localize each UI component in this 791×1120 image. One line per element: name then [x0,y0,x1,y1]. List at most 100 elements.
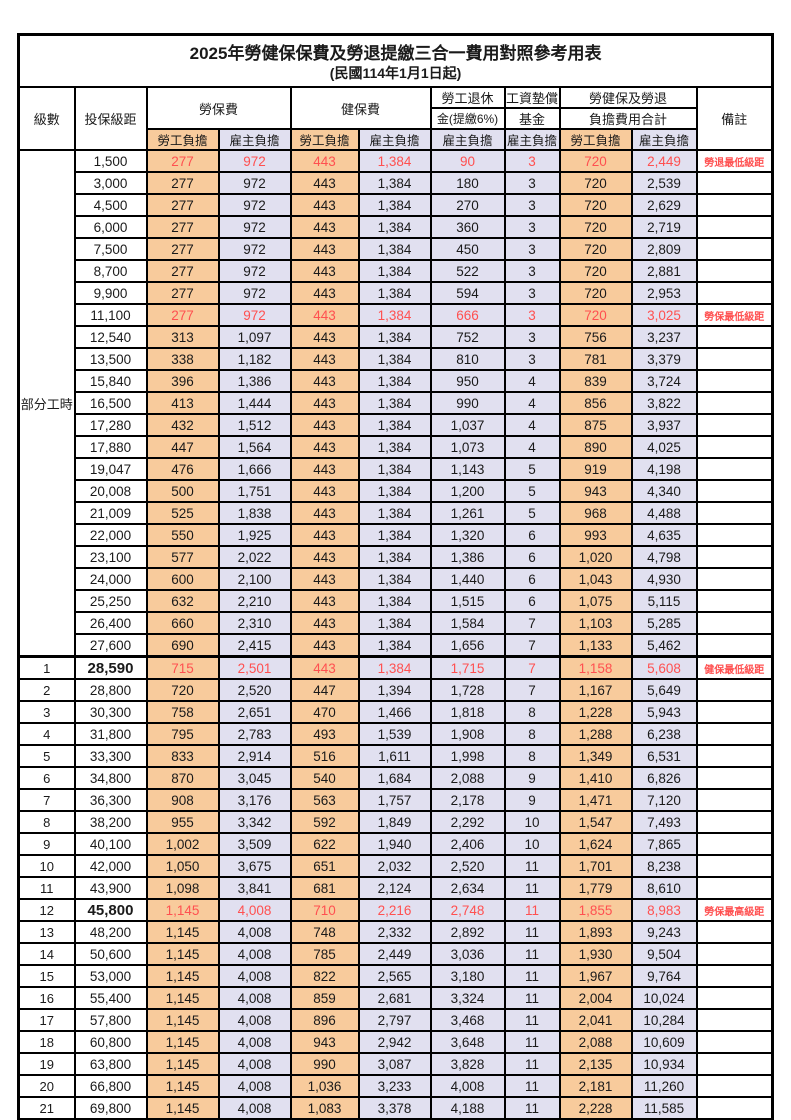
remark-cell [695,193,774,217]
remark-cell [695,479,774,503]
remark-cell [695,986,774,1010]
total-employee-cell: 1,967 [558,964,633,988]
health-employer-cell: 1,384 [357,215,432,239]
bracket-cell: 38,200 [73,810,148,834]
health-employee-cell: 443 [289,193,360,217]
table-row: 6,000 277 972 443 1,384 360 3 720 2,719 [19,215,774,239]
fund-employer-cell: 11 [503,876,561,900]
total-employer-cell: 4,340 [630,479,698,503]
health-employee-cell: 493 [289,722,360,746]
pension-employer-cell: 2,520 [429,854,506,878]
bracket-cell: 22,000 [73,523,148,547]
total-employer-cell: 3,937 [630,413,698,437]
labor-employee-cell: 1,002 [145,832,220,856]
fund-employer-cell: 6 [503,545,561,569]
labor-employee-cell: 550 [145,523,220,547]
bracket-cell: 13,500 [73,347,148,371]
table-row: 19 63,800 1,145 4,008 990 3,087 3,828 11 2,135 10… [17,1052,774,1076]
pension-employer-cell: 1,386 [429,545,506,569]
table-row: 20 66,800 1,145 4,008 1,036 3,233 4,008 11 2,181… [17,1074,774,1098]
labor-employee-cell: 525 [145,501,220,525]
fund-employer-cell: 3 [503,281,561,305]
health-employee-cell: 443 [289,347,360,371]
table-row: 11,100 277 972 443 1,384 666 3 720 3,025 勞保最低級距 [19,303,774,327]
header-row-3: 勞工負擔 雇主負擔 勞工負擔 雇主負擔 雇主負擔 雇主負擔 勞工負擔 雇主負擔 [19,128,773,151]
health-employer-cell: 2,942 [357,1030,432,1054]
total-employer-cell: 6,531 [630,744,698,768]
total-employer-cell: 3,724 [630,369,698,393]
remark-cell [695,964,774,988]
remark-cell: 健保最低級距 [695,655,774,680]
bracket-cell: 57,800 [73,1008,148,1032]
fund-employer-cell: 5 [503,479,561,503]
total-employee-cell: 1,043 [558,567,633,591]
bracket-cell: 53,000 [73,964,148,988]
level-cell: 10 [17,854,76,878]
fund-employer-cell: 3 [503,193,561,217]
labor-employee-cell: 600 [145,567,220,591]
bracket-cell: 1,500 [73,149,148,173]
total-employer-cell: 10,284 [630,1008,698,1032]
header-pension-employer-share: 雇主負擔 [429,128,506,151]
total-employee-cell: 781 [558,347,633,371]
labor-employer-cell: 2,914 [217,744,292,768]
health-employer-cell: 2,332 [357,920,432,944]
header-total-line2: 負擔費用合計 [558,107,698,130]
health-employer-cell: 1,384 [357,633,432,658]
health-employer-cell: 1,384 [357,501,432,525]
labor-employer-cell: 4,008 [217,942,292,966]
total-employer-cell: 9,504 [630,942,698,966]
remark-cell: 勞保最高級距 [695,898,774,922]
total-employer-cell: 5,649 [630,678,698,702]
table-row: 14 50,600 1,145 4,008 785 2,449 3,036 11 1,930 9,… [17,942,774,966]
bracket-cell: 40,100 [73,832,148,856]
header-pension-line1: 勞工退休 [429,86,506,109]
pension-employer-cell: 270 [429,193,506,217]
pension-employer-cell: 4,008 [429,1074,506,1098]
pension-employer-cell: 990 [429,391,506,415]
bracket-cell: 3,000 [73,171,148,195]
labor-employee-cell: 277 [145,237,220,261]
fund-employer-cell: 4 [503,369,561,393]
labor-employee-cell: 277 [145,303,220,327]
remark-cell [695,171,774,195]
fund-employer-cell: 11 [503,1096,561,1120]
fund-employer-cell: 6 [503,589,561,613]
table-row: 12 45,800 1,145 4,008 710 2,216 2,748 11 1,855 8,… [17,898,774,922]
fund-employer-cell: 4 [503,391,561,415]
total-employee-cell: 756 [558,325,633,349]
total-employer-cell: 11,260 [630,1074,698,1098]
labor-employer-cell: 972 [217,149,292,173]
remark-cell [695,700,774,724]
total-employee-cell: 1,349 [558,744,633,768]
remark-cell [695,325,774,349]
total-employee-cell: 919 [558,457,633,481]
total-employer-cell: 5,943 [630,700,698,724]
fund-employer-cell: 7 [503,633,561,658]
health-employee-cell: 447 [289,678,360,702]
header-labor-insurance: 勞保費 [145,86,292,130]
total-employer-cell: 6,238 [630,722,698,746]
total-employee-cell: 2,004 [558,986,633,1010]
bracket-cell: 66,800 [73,1074,148,1098]
bracket-cell: 50,600 [73,942,148,966]
pension-employer-cell: 2,292 [429,810,506,834]
bracket-cell: 20,008 [73,479,148,503]
labor-employer-cell: 972 [217,171,292,195]
header-level: 級數 [17,86,76,151]
labor-employee-cell: 1,145 [145,1096,220,1120]
remark-cell [695,722,774,746]
fund-employer-cell: 3 [503,325,561,349]
health-employee-cell: 443 [289,435,360,459]
total-employee-cell: 1,158 [558,655,633,680]
health-employer-cell: 1,384 [357,413,432,437]
bracket-cell: 8,700 [73,259,148,283]
bracket-cell: 60,800 [73,1030,148,1054]
header-total-employer-share: 雇主負擔 [630,128,698,151]
fund-employer-cell: 10 [503,832,561,856]
bracket-cell: 48,200 [73,920,148,944]
health-employee-cell: 443 [289,171,360,195]
labor-employee-cell: 500 [145,479,220,503]
labor-employer-cell: 1,751 [217,479,292,503]
level-cell: 5 [17,744,76,768]
